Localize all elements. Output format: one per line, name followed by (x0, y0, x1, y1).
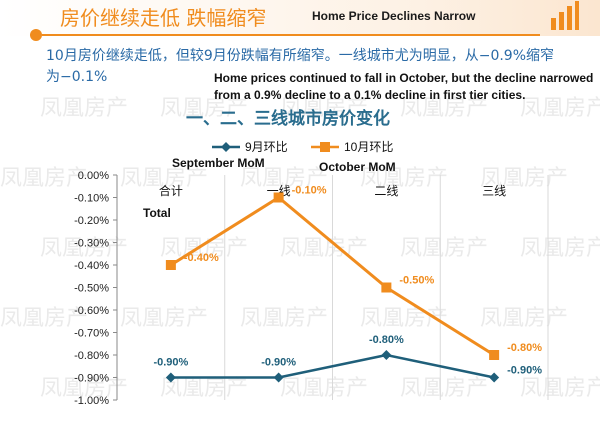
watermark-text: 凤凰房产 (0, 166, 89, 191)
watermark-text: 凤凰房产 (40, 376, 129, 401)
watermark-text: 凤凰房产 (520, 236, 600, 261)
summary-english: Home prices continued to fall in October… (214, 71, 594, 102)
data-point-marker (273, 372, 284, 383)
y-tick-label: -1.00% (74, 395, 109, 407)
data-labels: -0.90% -0.90% -0.80% -0.90% -0.40% -0.10% -0.5… (153, 185, 542, 377)
x-tick-label: 合计 (159, 183, 183, 198)
legend-diamond-marker (221, 142, 231, 152)
y-tick-label: -0.50% (74, 283, 109, 295)
watermark-text: 凤凰房产 (400, 96, 489, 121)
summary-chinese: 10月房价继续走低，但较9月份跌幅有所缩窄。一线城市尤为明显，从−0.9%缩窄为… (46, 48, 555, 85)
data-point-marker (381, 350, 392, 360)
watermark-text: 凤凰房产 (520, 376, 600, 401)
data-label: -0.90% (261, 357, 296, 369)
data-point-marker (165, 260, 176, 270)
watermark-text: 凤凰房产 (40, 236, 129, 261)
total-annotation: Total (143, 206, 171, 220)
data-point-marker (381, 282, 392, 293)
x-axis: 合计 一线 二线 三线 (159, 183, 506, 198)
watermark-text: 凤凰房产 (360, 166, 449, 191)
data-label: -0.80% (369, 334, 404, 346)
y-tick-label: -0.20% (74, 215, 109, 227)
y-tick-label: -0.60% (74, 305, 109, 317)
legend-label: 10月环比 (344, 140, 393, 154)
chart-title: 一、二、三线城市房价变化 (186, 109, 390, 129)
legend-label: 9月环比 (245, 140, 288, 154)
y-tick-label: -0.90% (74, 373, 109, 385)
watermark-text: 凤凰房产 (280, 236, 369, 261)
data-point-marker (489, 372, 500, 383)
y-tick-label: -0.70% (74, 328, 109, 340)
data-label: -0.10% (292, 185, 327, 197)
legend-square-marker (320, 142, 330, 152)
header-band (0, 0, 600, 36)
september-annotation: September MoM (172, 156, 265, 170)
title-bullet (30, 29, 42, 41)
page-title: 房价继续走低 跌幅缩窄 (60, 6, 267, 30)
chart-legend: 9月环比 10月环比 (212, 140, 393, 154)
y-tick-label: 0.00% (78, 170, 109, 182)
watermark-text: 凤凰房产 (0, 306, 89, 331)
watermark-text: 凤凰房产 (400, 236, 489, 261)
data-label: -0.90% (153, 357, 188, 369)
watermark-text: 凤凰房产 (160, 236, 249, 261)
series-line (170, 353, 495, 379)
watermark-text: 凤凰房产 (240, 166, 329, 191)
x-tick-label: 一线 (267, 184, 291, 198)
y-tick-label: -0.80% (74, 350, 109, 362)
watermark-text: 凤凰房产 (520, 96, 600, 121)
watermark-text: 凤凰房产 (120, 166, 209, 191)
watermark-text: 凤凰房产 (240, 306, 329, 331)
data-point-marker (273, 192, 284, 203)
y-axis: 0.00% -0.10% -0.20% -0.30% -0.40% -0.50% -0.60… (74, 170, 118, 407)
x-tick-label: 三线 (482, 184, 506, 198)
watermark-text: 凤凰房产 (280, 96, 369, 121)
data-point-marker (489, 350, 500, 360)
watermark-text: 凤凰房产 (120, 306, 209, 331)
watermark-text: 凤凰房产 (40, 96, 129, 121)
data-point-marker (165, 372, 176, 383)
watermark-text: 凤凰房产 (160, 96, 249, 121)
october-annotation: October MoM (319, 160, 396, 174)
data-label: -0.50% (399, 275, 434, 287)
page-title-english: Home Price Declines Narrow (312, 9, 476, 23)
series-line (170, 195, 495, 357)
watermark-text: 凤凰房产 (480, 306, 569, 331)
y-tick-label: -0.40% (74, 260, 109, 272)
data-label: -0.80% (507, 342, 542, 354)
watermark-text: 凤凰房产 (160, 376, 249, 401)
data-label: -0.90% (507, 365, 542, 377)
bar-chart-logo-icon (551, 1, 579, 30)
chart-series (165, 192, 500, 383)
watermark-text: 凤凰房产 (480, 166, 569, 191)
y-tick-label: -0.30% (74, 238, 109, 250)
watermark-text: 凤凰房产 (280, 376, 369, 401)
y-tick-label: -0.10% (74, 193, 109, 205)
title-underline (42, 34, 540, 36)
watermark-text: 凤凰房产 (400, 376, 489, 401)
x-tick-label: 二线 (374, 184, 398, 198)
data-label: -0.40% (184, 252, 219, 264)
